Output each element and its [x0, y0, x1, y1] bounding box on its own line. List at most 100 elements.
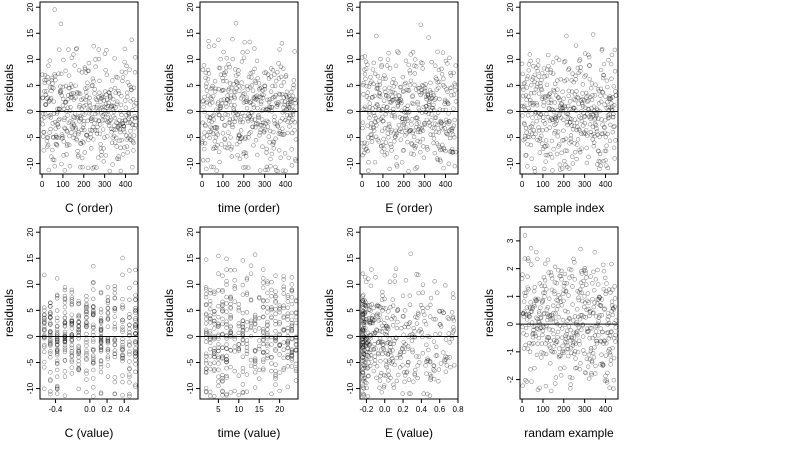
data-point	[422, 312, 427, 318]
data-point	[384, 364, 389, 370]
data-point	[81, 104, 87, 109]
data-point	[360, 342, 366, 348]
data-point	[127, 374, 132, 380]
data-point	[105, 339, 111, 344]
data-point	[529, 320, 535, 325]
data-point	[590, 111, 595, 117]
data-point	[383, 92, 389, 98]
data-point	[234, 80, 240, 86]
data-point	[48, 377, 53, 382]
data-point	[110, 96, 116, 102]
data-point	[527, 101, 533, 106]
data-point	[384, 93, 389, 99]
data-point	[580, 334, 586, 339]
data-point	[361, 386, 367, 391]
y-tick-label: 15	[346, 253, 355, 262]
data-point	[386, 326, 391, 332]
data-point	[231, 106, 236, 111]
data-point	[531, 341, 536, 346]
data-point	[233, 116, 238, 121]
data-point	[559, 150, 564, 156]
data-point	[71, 97, 77, 102]
data-point	[215, 132, 220, 137]
data-point	[420, 282, 426, 287]
data-point	[543, 159, 548, 164]
data-point	[91, 280, 96, 285]
data-point	[544, 111, 549, 117]
data-point	[220, 302, 225, 307]
data-point	[412, 71, 417, 76]
data-point	[286, 105, 291, 110]
data-point	[403, 58, 409, 64]
data-point	[117, 138, 122, 143]
data-point	[281, 274, 286, 279]
data-point	[122, 145, 127, 150]
data-point	[522, 122, 527, 127]
data-point	[585, 291, 591, 296]
data-point	[230, 116, 236, 121]
data-point	[582, 74, 587, 79]
y-tick-label: 15	[186, 28, 195, 37]
y-tick-label: -10	[346, 157, 355, 169]
data-point	[288, 113, 293, 119]
data-point	[225, 98, 231, 103]
data-point	[364, 334, 369, 340]
data-point	[557, 295, 563, 300]
data-point	[521, 81, 527, 86]
data-point	[224, 97, 230, 102]
data-point	[578, 98, 584, 103]
data-point	[248, 99, 254, 104]
data-point	[133, 331, 138, 336]
data-point	[44, 135, 50, 140]
data-point	[278, 131, 283, 136]
data-point	[289, 163, 295, 168]
data-point	[363, 357, 369, 362]
data-point	[273, 336, 278, 341]
data-point	[361, 81, 366, 86]
data-point	[216, 342, 221, 347]
data-point	[62, 339, 68, 345]
data-point	[236, 346, 241, 352]
data-point	[431, 136, 437, 141]
data-point	[522, 133, 528, 139]
data-point	[127, 332, 132, 338]
data-point	[532, 169, 538, 174]
data-point	[553, 121, 559, 126]
data-point	[226, 130, 231, 135]
plot-frame	[39, 226, 139, 400]
data-point	[378, 305, 383, 310]
data-point	[552, 289, 557, 294]
data-point	[48, 342, 53, 347]
data-point	[522, 256, 528, 261]
data-point	[557, 346, 562, 351]
data-point	[558, 115, 564, 121]
data-point	[293, 361, 299, 367]
data-point	[584, 128, 589, 133]
data-point	[269, 342, 274, 347]
data-point	[360, 271, 366, 276]
data-point	[395, 49, 400, 54]
data-point	[120, 353, 125, 358]
data-point	[214, 125, 220, 130]
data-point	[133, 331, 138, 336]
data-point	[105, 340, 111, 346]
data-point	[362, 339, 367, 344]
data-point	[206, 71, 211, 76]
x-tick-label: 0	[360, 180, 365, 189]
data-point	[394, 355, 399, 361]
data-point	[540, 328, 546, 334]
data-point	[255, 97, 261, 103]
data-point	[415, 363, 420, 368]
data-point	[269, 279, 274, 285]
data-point	[553, 129, 558, 134]
data-point	[530, 75, 536, 80]
data-point	[532, 165, 537, 171]
data-point	[581, 314, 586, 319]
data-point	[88, 116, 94, 121]
data-point	[208, 95, 213, 100]
data-point	[253, 80, 258, 85]
data-point	[425, 92, 431, 98]
data-point	[602, 102, 607, 107]
data-point	[54, 134, 59, 140]
data-point	[205, 157, 210, 163]
